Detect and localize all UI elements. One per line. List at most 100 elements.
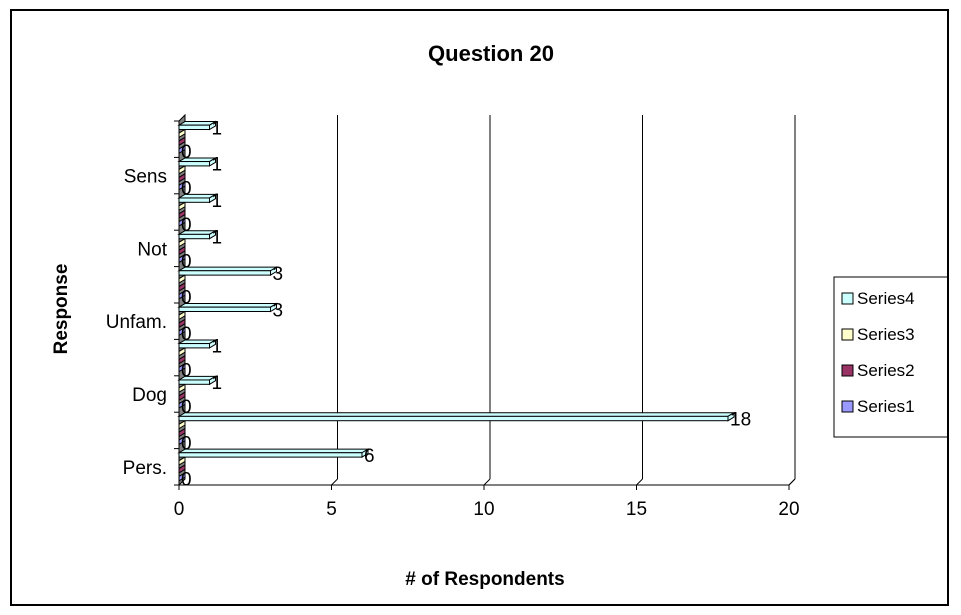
bar-series2-dog <box>178 391 186 402</box>
bar-front-face <box>178 270 271 276</box>
bar-end-face <box>178 172 186 183</box>
bar-end-face <box>178 346 186 357</box>
bar-series4-cat9 <box>177 120 218 131</box>
data-label: 6 <box>364 446 375 467</box>
bar-series1-cat7 <box>178 217 186 227</box>
legend-swatch <box>841 328 854 341</box>
bar-end-face <box>178 164 186 175</box>
gridline-floor <box>483 478 491 486</box>
data-label: 1 <box>212 228 223 249</box>
bar-series4-pers <box>177 448 370 458</box>
bar-series1-cat3 <box>178 362 186 373</box>
x-tick-label: 10 <box>473 499 494 520</box>
bar-end-face <box>178 435 186 446</box>
y-tick-label: Dog <box>132 385 167 406</box>
bar-front-face <box>178 124 210 131</box>
bar-end-face <box>178 318 186 329</box>
data-label: 0 <box>181 470 192 491</box>
data-label: 0 <box>181 178 192 199</box>
bar-end-face <box>178 354 186 365</box>
bar-series1-unfam <box>178 326 186 337</box>
bar-series1-cat1 <box>178 435 186 446</box>
bar-series4-sens <box>177 157 218 167</box>
bar-series2-cat3 <box>178 354 186 365</box>
plot-area: 0 5 10 15 20Pers.DogUnfam.NotSens06018010103… <box>106 113 800 520</box>
x-tick-label: 5 <box>326 499 337 520</box>
x-axis-corner <box>788 478 796 486</box>
data-label: 0 <box>181 360 192 381</box>
bar-end-face <box>178 472 186 482</box>
bar-top-face <box>177 303 279 308</box>
x-tick-label: 0 <box>174 499 185 520</box>
bar-end-face <box>178 237 186 248</box>
data-label: 0 <box>181 397 192 418</box>
bar-front-face <box>178 306 271 313</box>
bar-end-face <box>178 144 186 155</box>
bar-end-face <box>178 290 186 300</box>
bar-end-face <box>178 253 186 264</box>
data-label: 3 <box>273 264 284 285</box>
bar-end-face <box>178 362 186 373</box>
y-axis-title: Response <box>51 264 72 355</box>
bar-series4-not <box>177 229 218 240</box>
legend: Series4 Series3 Series2 Series1 <box>833 276 947 438</box>
bar-series1-pers <box>178 472 186 482</box>
bar-series1-not <box>178 253 186 264</box>
bar-end-face <box>178 399 186 409</box>
bar-end-face <box>178 201 186 212</box>
legend-swatch <box>841 364 854 377</box>
bar-series4-dog <box>177 375 218 386</box>
bar-series2-cat5 <box>178 282 186 292</box>
bar-series2-cat9 <box>178 136 186 147</box>
bar-end-face <box>178 128 186 139</box>
data-label: 1 <box>212 373 223 394</box>
bar-front-face <box>178 343 210 349</box>
bar-top-face <box>177 412 736 417</box>
legend-swatch <box>841 400 854 413</box>
data-label: 3 <box>273 300 284 321</box>
bar-end-face <box>178 217 186 227</box>
y-tick-label: Sens <box>124 167 167 188</box>
x-tick-label: 15 <box>626 499 647 520</box>
bar-series4-cat7 <box>177 193 218 204</box>
bar-series1-sens <box>178 180 186 191</box>
bar-series4-unfam <box>177 302 279 313</box>
bar-end-face <box>178 282 186 292</box>
bar-series2-not <box>178 245 186 256</box>
gridline-floor <box>636 478 643 486</box>
x-axis-title: # of Respondents <box>405 569 564 590</box>
bar-end-face <box>178 419 186 430</box>
y-tick-label: Not <box>137 239 167 260</box>
bar-end-face <box>178 180 186 191</box>
data-label: 1 <box>212 118 223 139</box>
bar-chart: Question 20 # of Respondents Response 0 5… <box>51 41 947 590</box>
data-label: 1 <box>212 155 223 176</box>
bar-front-face <box>178 161 210 167</box>
data-label: 0 <box>181 433 192 454</box>
bar-series2-unfam <box>178 318 186 329</box>
bar-top-face <box>177 448 370 454</box>
bar-series2-sens <box>178 172 186 183</box>
bar-series2-cat7 <box>178 209 186 220</box>
bar-front-face <box>178 197 210 203</box>
bar-series4-cat1 <box>177 411 736 422</box>
gridline-floor <box>331 478 338 486</box>
bar-end-face <box>178 136 186 147</box>
y-tick-label: Pers. <box>123 458 167 479</box>
data-label: 1 <box>212 337 223 358</box>
bar-end-face <box>178 383 186 394</box>
data-label: 0 <box>181 288 192 309</box>
bar-series4-cat3 <box>177 339 218 349</box>
data-label: 1 <box>212 191 223 212</box>
data-label: 0 <box>181 142 192 163</box>
bar-series2-cat1 <box>178 427 186 438</box>
legend-item-series2: Series2 <box>857 361 915 380</box>
legend-item-series3: Series3 <box>857 325 915 344</box>
bar-end-face <box>178 310 186 321</box>
data-label: 0 <box>181 251 192 272</box>
legend-item-series1: Series1 <box>857 397 915 416</box>
bar-end-face <box>178 274 186 284</box>
data-label: 0 <box>181 324 192 345</box>
bar-front-face <box>178 415 729 422</box>
bar-front-face <box>178 379 210 385</box>
